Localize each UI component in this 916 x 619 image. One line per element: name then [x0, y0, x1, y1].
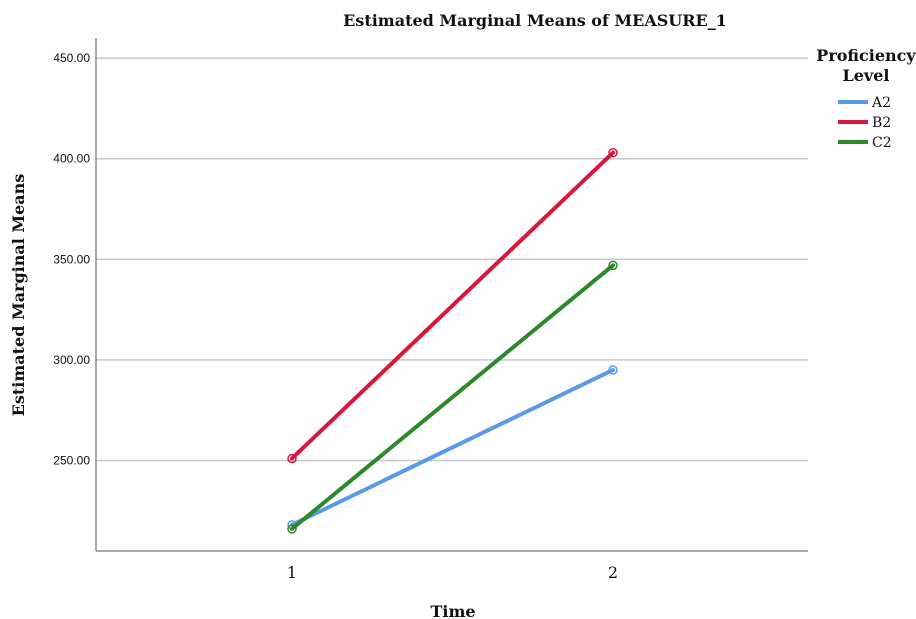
legend-title-line-1: Proficiency — [816, 46, 916, 65]
legend-items: A2 B2 C2 — [838, 95, 892, 151]
legend-title-line-2: Level — [843, 66, 890, 85]
data-point — [287, 453, 297, 464]
legend-item: B2 — [838, 115, 891, 131]
data-point — [608, 365, 618, 375]
series-A2 — [287, 365, 618, 530]
data-point — [608, 260, 618, 271]
data-point — [287, 524, 297, 534]
gridlines — [96, 57, 808, 462]
legend: Proficiency Level A2 B2 C2 — [816, 46, 916, 151]
series-C2 — [287, 260, 618, 534]
y-tick-label: 400.00 — [53, 152, 90, 166]
data-point — [608, 147, 618, 158]
legend-label: A2 — [871, 95, 891, 111]
series-line — [290, 150, 615, 461]
x-tick-label: 1 — [287, 563, 297, 582]
series-lines — [287, 147, 618, 534]
series-B2 — [287, 147, 618, 464]
series-line — [290, 263, 615, 531]
legend-item: C2 — [838, 135, 892, 151]
y-tick-label: 250.00 — [53, 453, 90, 467]
chart-title: Estimated Marginal Means of MEASURE_1 — [343, 11, 727, 30]
y-tick-label: 350.00 — [53, 252, 90, 266]
legend-item: A2 — [838, 95, 891, 111]
y-tick-label: 450.00 — [53, 51, 90, 65]
y-axis-label: Estimated Marginal Means — [9, 174, 28, 417]
y-tick-label: 300.00 — [53, 353, 90, 367]
legend-label: B2 — [872, 115, 891, 131]
series-line — [290, 367, 615, 527]
x-tick-label: 2 — [608, 563, 618, 582]
legend-label: C2 — [872, 135, 892, 151]
y-tick-labels: 250.00 300.00 350.00 400.00 450.00 — [53, 51, 90, 467]
x-axis-label: Time — [430, 602, 475, 619]
